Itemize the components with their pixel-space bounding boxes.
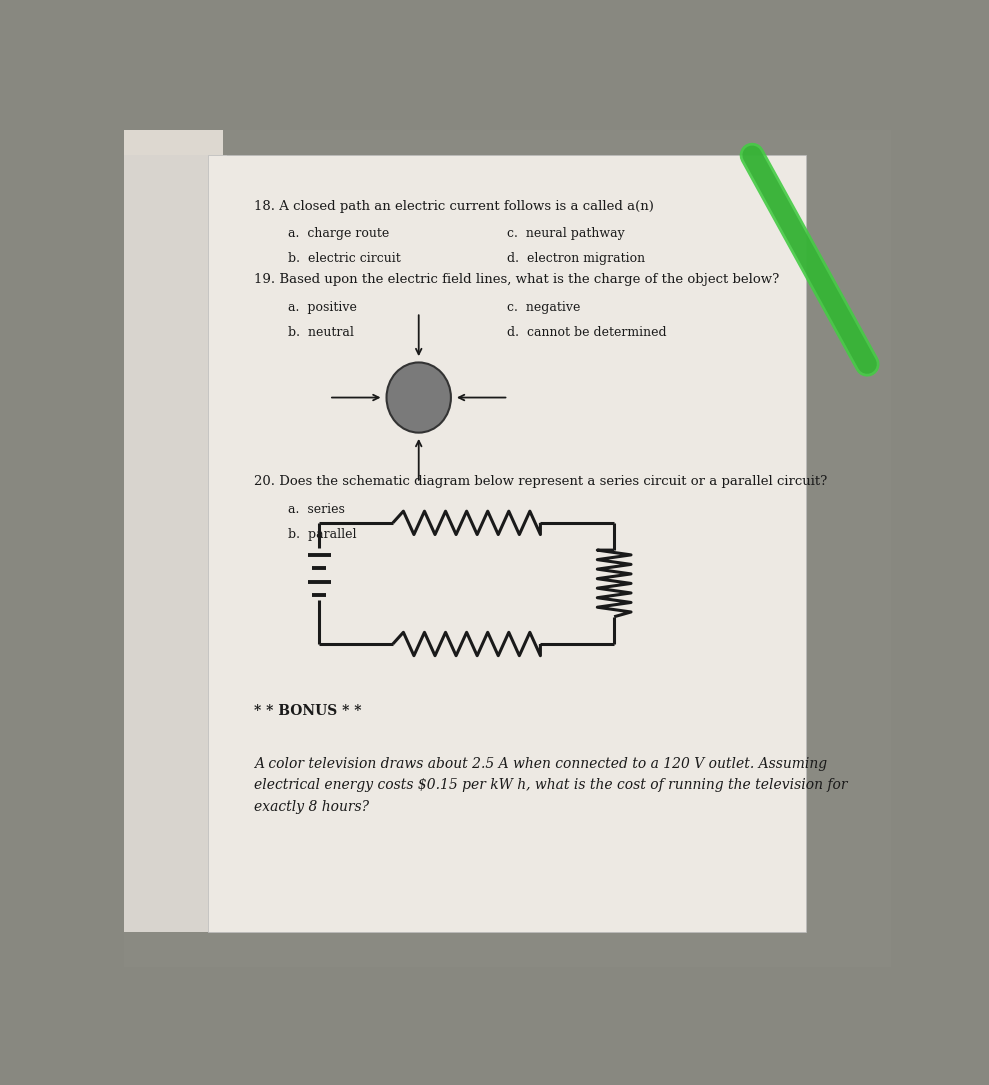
Text: A color television draws about 2.5 A when connected to a 120 V outlet. Assuming
: A color television draws about 2.5 A whe… xyxy=(254,757,848,814)
Text: d.  electron migration: d. electron migration xyxy=(507,252,645,265)
Text: 20. Does the schematic diagram below represent a series circuit or a parallel ci: 20. Does the schematic diagram below rep… xyxy=(254,475,827,488)
Text: 18. A closed path an electric current follows is a called a(n): 18. A closed path an electric current fo… xyxy=(254,200,654,213)
FancyBboxPatch shape xyxy=(124,155,227,932)
Text: a.  charge route: a. charge route xyxy=(289,227,390,240)
Text: c.  neural pathway: c. neural pathway xyxy=(507,227,625,240)
Text: a.  series: a. series xyxy=(289,502,345,515)
Text: 19. Based upon the electric field lines, what is the charge of the object below?: 19. Based upon the electric field lines,… xyxy=(254,273,779,286)
Circle shape xyxy=(387,362,451,433)
Text: * * BONUS * *: * * BONUS * * xyxy=(254,704,361,718)
Text: a.  positive: a. positive xyxy=(289,301,357,314)
Text: b.  parallel: b. parallel xyxy=(289,528,357,541)
Text: b.  neutral: b. neutral xyxy=(289,326,354,339)
FancyBboxPatch shape xyxy=(124,130,224,464)
Text: c.  negative: c. negative xyxy=(507,301,581,314)
FancyBboxPatch shape xyxy=(208,155,806,932)
Text: d.  cannot be determined: d. cannot be determined xyxy=(507,326,667,339)
Text: b.  electric circuit: b. electric circuit xyxy=(289,252,402,265)
